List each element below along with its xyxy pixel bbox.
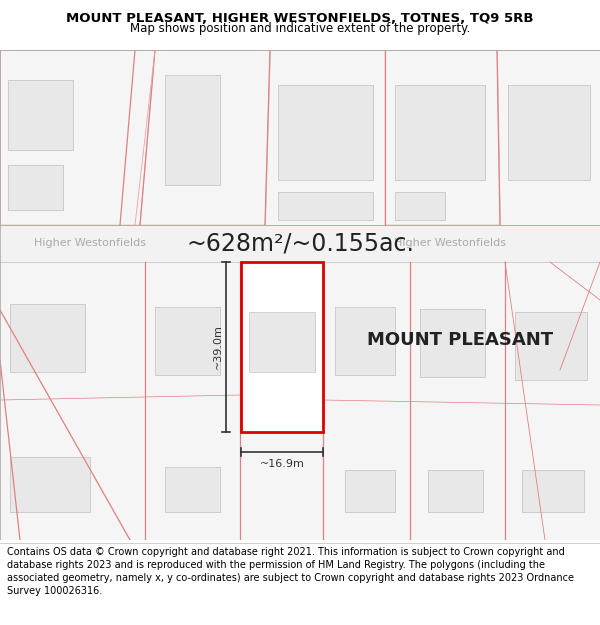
Bar [508,85,590,180]
Polygon shape [145,262,240,540]
Bar [278,85,373,180]
Bar [155,307,220,375]
Bar [522,470,584,512]
Polygon shape [505,262,600,540]
Polygon shape [0,50,155,225]
Bar [165,75,220,185]
Polygon shape [240,262,323,540]
Polygon shape [497,50,600,225]
Bar [10,457,90,512]
Bar [428,470,483,512]
Text: MOUNT PLEASANT: MOUNT PLEASANT [367,331,553,349]
Bar [241,262,323,432]
Bar [420,309,485,377]
Bar [165,467,220,512]
Bar [395,192,445,220]
Polygon shape [140,50,270,225]
Bar [8,165,63,210]
Text: MOUNT PLEASANT, HIGHER WESTONFIELDS, TOTNES, TQ9 5RB: MOUNT PLEASANT, HIGHER WESTONFIELDS, TOT… [66,12,534,26]
Bar [249,312,315,372]
Bar [345,470,395,512]
Polygon shape [323,262,410,540]
Text: Map shows position and indicative extent of the property.: Map shows position and indicative extent… [130,22,470,35]
Polygon shape [385,50,500,225]
Bar [0,225,600,262]
Text: Contains OS data © Crown copyright and database right 2021. This information is : Contains OS data © Crown copyright and d… [7,547,574,596]
Bar [278,192,373,220]
Polygon shape [410,262,505,540]
Bar [515,312,587,380]
Polygon shape [0,262,145,540]
Text: Higher Westonfields: Higher Westonfields [394,239,506,249]
Polygon shape [265,50,385,225]
Bar [10,304,85,372]
Text: ~628m²/~0.155ac.: ~628m²/~0.155ac. [186,231,414,256]
Bar [335,307,395,375]
Text: Higher Westonfields: Higher Westonfields [34,239,146,249]
Text: ~39.0m: ~39.0m [213,324,223,369]
Bar [8,80,73,150]
Bar [395,85,485,180]
Text: ~16.9m: ~16.9m [260,459,304,469]
